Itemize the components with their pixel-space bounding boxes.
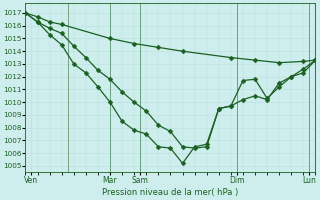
- X-axis label: Pression niveau de la mer( hPa ): Pression niveau de la mer( hPa ): [102, 188, 239, 197]
